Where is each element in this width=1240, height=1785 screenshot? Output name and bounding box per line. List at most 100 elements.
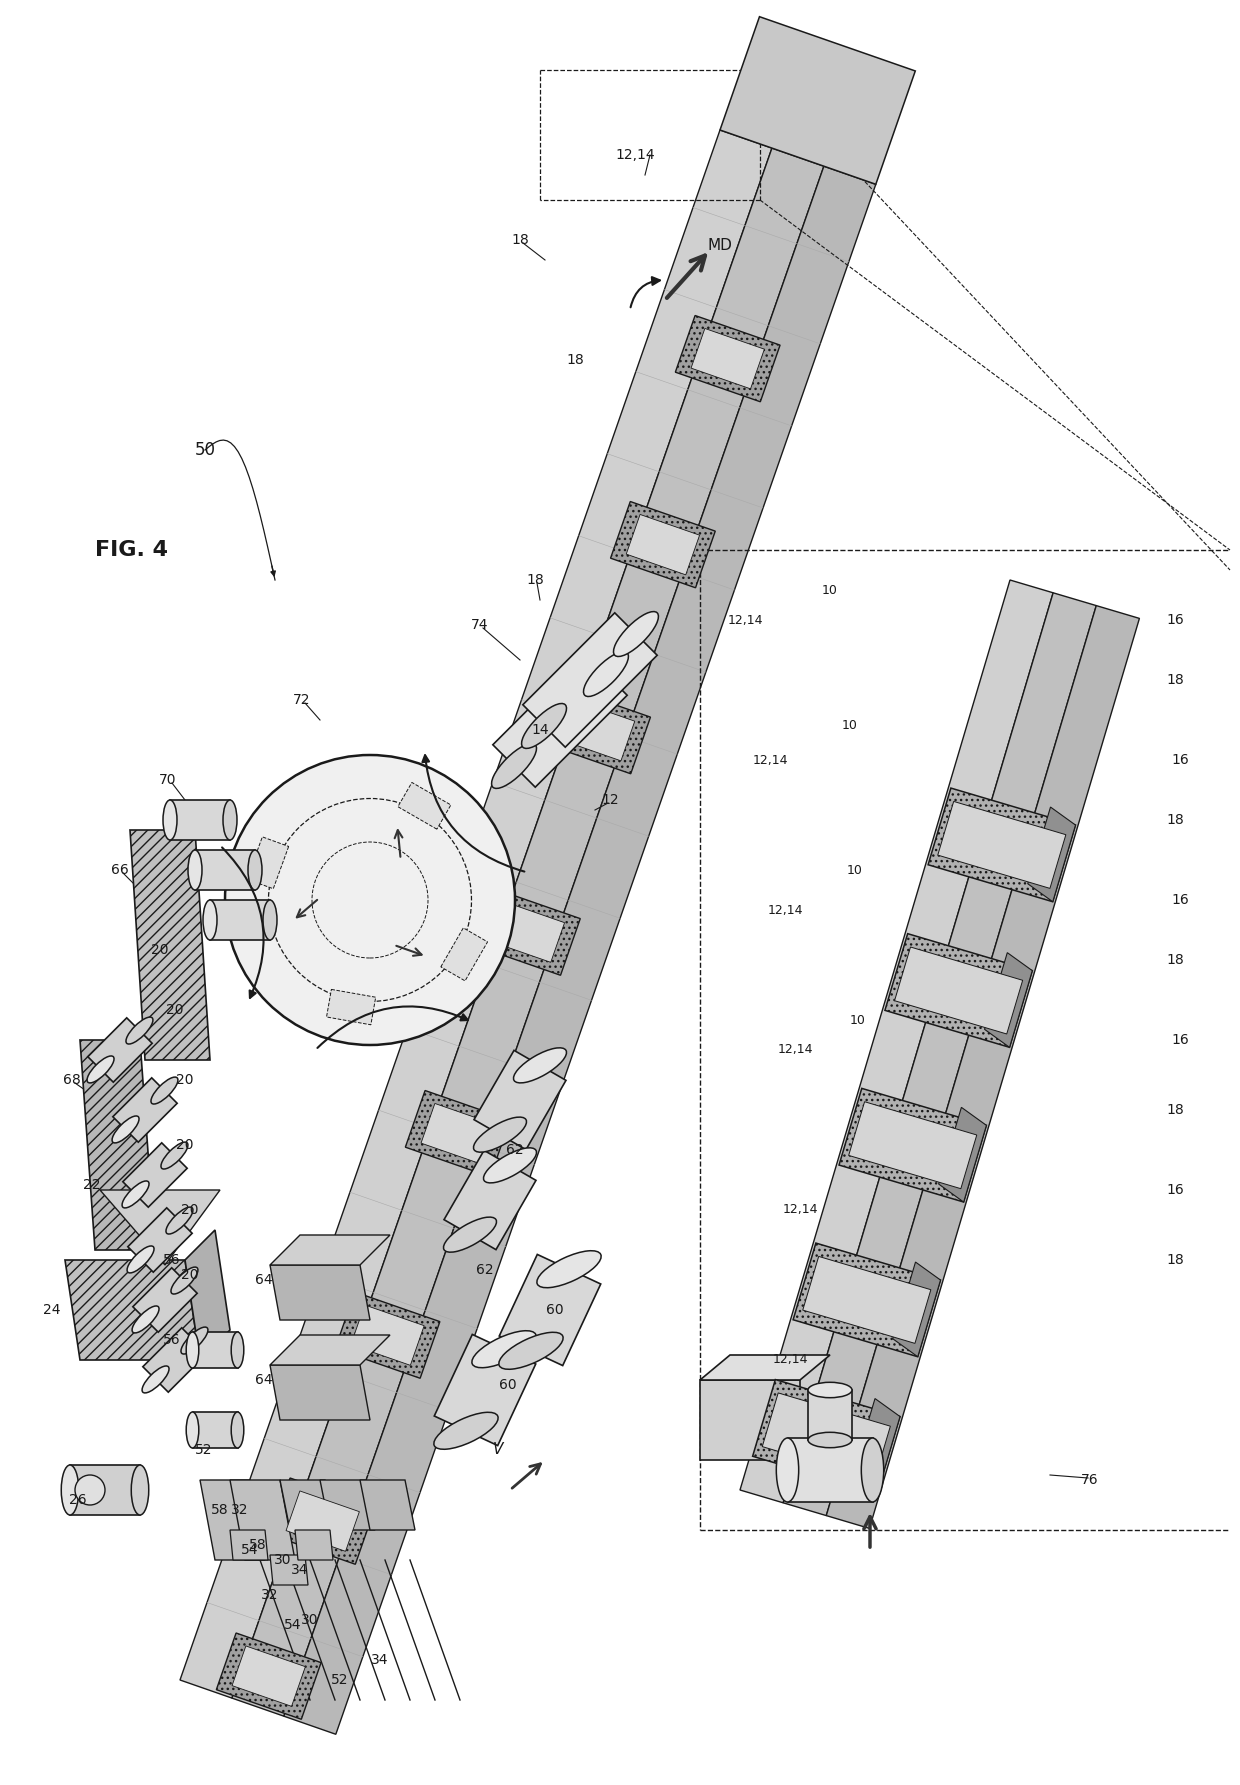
Polygon shape [885,934,1033,1048]
Text: 14: 14 [531,723,549,737]
Ellipse shape [584,652,629,696]
Polygon shape [476,889,580,975]
Polygon shape [546,687,651,773]
Text: 74: 74 [471,618,489,632]
Text: 52: 52 [331,1673,348,1687]
Text: 18: 18 [567,353,584,368]
Polygon shape [326,989,376,1025]
Ellipse shape [231,1412,244,1448]
Polygon shape [270,1478,374,1564]
Polygon shape [180,130,773,1698]
Polygon shape [320,1480,374,1530]
Text: 16: 16 [1171,1034,1189,1048]
Polygon shape [270,1555,308,1585]
Polygon shape [701,1380,800,1460]
Text: 60: 60 [546,1303,564,1317]
Ellipse shape [484,1148,537,1183]
Polygon shape [229,1480,295,1560]
Ellipse shape [862,1439,884,1501]
Text: 20: 20 [176,1139,193,1151]
Text: 10: 10 [822,584,838,596]
Polygon shape [229,1530,268,1560]
Polygon shape [839,1089,986,1201]
Polygon shape [270,1235,391,1266]
Polygon shape [232,1646,305,1706]
Polygon shape [500,1255,600,1366]
Text: 12,14: 12,14 [782,1203,817,1217]
Text: 18: 18 [1166,1253,1184,1267]
Text: 56: 56 [164,1253,181,1267]
Ellipse shape [513,1048,567,1083]
Ellipse shape [472,1332,536,1367]
Ellipse shape [131,1465,149,1515]
Text: 12: 12 [601,793,619,807]
Text: 18: 18 [1166,812,1184,826]
Polygon shape [491,901,564,962]
Polygon shape [802,1257,931,1344]
Polygon shape [398,782,451,830]
Polygon shape [170,800,229,841]
Ellipse shape [537,1251,601,1287]
Polygon shape [753,1380,900,1494]
Polygon shape [826,605,1140,1528]
Ellipse shape [498,1332,563,1369]
Ellipse shape [522,703,567,748]
Text: 20: 20 [166,1003,184,1017]
Polygon shape [434,1335,536,1446]
Ellipse shape [161,1142,188,1169]
Polygon shape [210,900,270,941]
Polygon shape [100,1191,219,1266]
Polygon shape [88,1017,153,1082]
Polygon shape [720,16,915,184]
Polygon shape [81,1041,155,1250]
Polygon shape [270,1266,370,1319]
Polygon shape [295,1530,334,1560]
Text: 10: 10 [851,1014,866,1026]
Polygon shape [270,1335,391,1366]
Text: 70: 70 [159,773,177,787]
Ellipse shape [263,900,277,941]
Polygon shape [701,1355,830,1380]
Ellipse shape [181,1326,208,1355]
Polygon shape [808,1391,852,1440]
Text: 16: 16 [1171,892,1189,907]
Ellipse shape [223,800,237,841]
Polygon shape [562,700,635,760]
Polygon shape [474,1050,565,1150]
Polygon shape [133,1267,197,1332]
Polygon shape [192,1412,238,1448]
Polygon shape [422,1103,495,1164]
Ellipse shape [776,1439,799,1501]
Text: 60: 60 [500,1378,517,1392]
Ellipse shape [112,1116,139,1142]
Text: 12,14: 12,14 [768,903,802,916]
Polygon shape [610,502,715,587]
Polygon shape [247,837,289,889]
Text: 32: 32 [231,1503,249,1517]
Polygon shape [691,328,764,389]
Ellipse shape [491,744,537,789]
Polygon shape [676,316,780,402]
Ellipse shape [224,755,515,1044]
Polygon shape [444,1150,536,1249]
Text: 76: 76 [1081,1473,1099,1487]
Polygon shape [351,1305,424,1366]
Text: 12,14: 12,14 [753,753,787,766]
Ellipse shape [122,1182,149,1208]
Ellipse shape [143,1366,169,1392]
Polygon shape [763,1392,890,1480]
Ellipse shape [171,1267,198,1294]
Text: 58: 58 [249,1539,267,1551]
Ellipse shape [74,1474,105,1505]
Text: 18: 18 [1166,1103,1184,1117]
Ellipse shape [248,850,262,891]
Polygon shape [128,1208,192,1273]
Polygon shape [794,1242,940,1357]
Text: 72: 72 [293,693,311,707]
Text: 68: 68 [63,1073,81,1087]
Ellipse shape [166,1207,193,1233]
Text: 26: 26 [69,1492,87,1507]
Polygon shape [523,612,657,748]
Polygon shape [192,1332,238,1367]
Text: 58: 58 [211,1503,229,1517]
